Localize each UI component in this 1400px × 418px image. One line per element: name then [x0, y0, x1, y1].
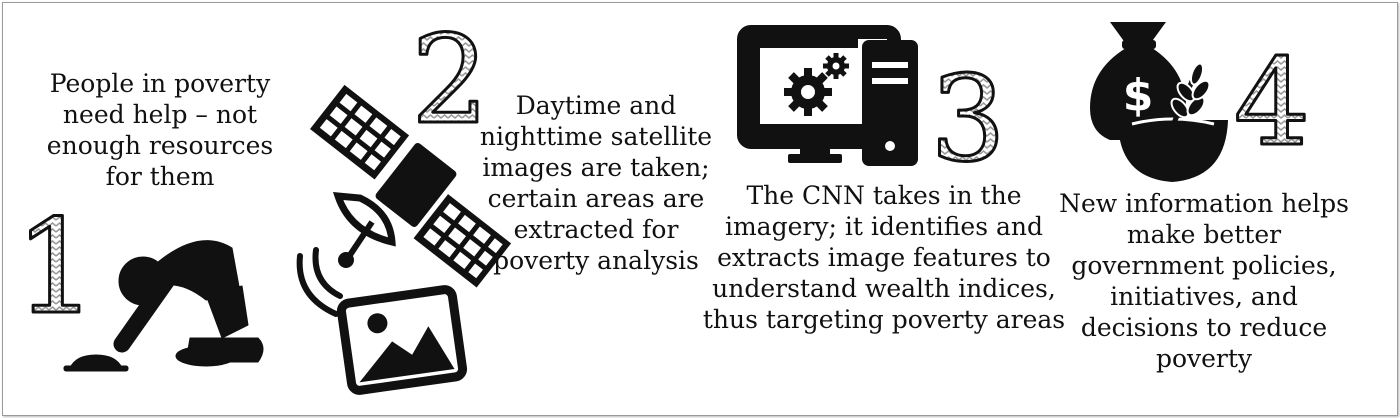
computer-icon — [737, 25, 918, 166]
food-bowl-icon — [1118, 62, 1228, 182]
step-2-text: Daytime and nighttime satellite images a… — [479, 91, 713, 275]
step-4-number: 4 — [1234, 34, 1310, 173]
step-2-number: 2 — [411, 9, 489, 151]
step-3-number: 3 — [930, 50, 1005, 188]
gear-icon — [784, 53, 849, 116]
svg-text:$: $ — [1123, 70, 1154, 121]
money-bag-icon: $ — [1090, 22, 1186, 140]
step-3-text: The CNN takes in the imagery; it identif… — [702, 181, 1066, 334]
kneeling-person-icon — [63, 240, 264, 372]
step-1-text: People in poverty need help – not enough… — [46, 69, 274, 191]
step-4-text: New information helps make better govern… — [1059, 189, 1349, 373]
step-1-number: 1 — [15, 191, 98, 343]
photo-frame-icon — [336, 285, 468, 395]
satellite-icon — [296, 84, 512, 317]
